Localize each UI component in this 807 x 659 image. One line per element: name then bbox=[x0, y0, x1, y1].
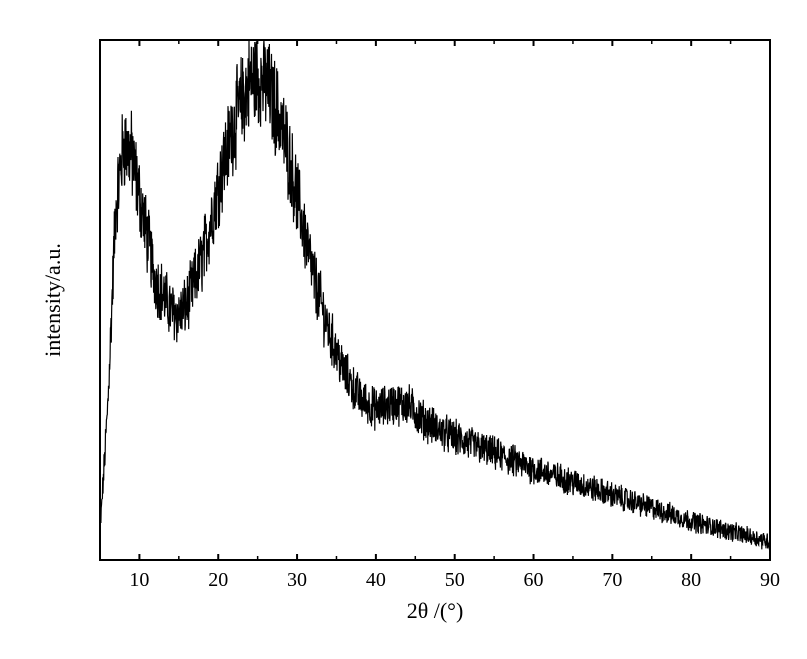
x-tick-label: 50 bbox=[445, 569, 465, 591]
x-tick-label: 60 bbox=[524, 569, 544, 591]
x-tick-label: 20 bbox=[208, 569, 228, 591]
x-tick-label: 40 bbox=[366, 569, 386, 591]
xrd-trace bbox=[100, 40, 770, 549]
x-tick-label: 70 bbox=[602, 569, 622, 591]
x-axis-label: 2θ /(°) bbox=[407, 598, 464, 623]
x-tick-label: 10 bbox=[129, 569, 149, 591]
y-axis-label: intensity/a.u. bbox=[40, 243, 65, 357]
x-tick-label: 80 bbox=[681, 569, 701, 591]
x-tick-label: 90 bbox=[760, 569, 780, 591]
chart-container: 10 20 30 40 50 60 70 80 90 2θ /(°) intensity/a.u. bbox=[0, 0, 807, 659]
x-tick-label: 30 bbox=[287, 569, 307, 591]
xrd-chart: 10 20 30 40 50 60 70 80 90 2θ /(°) intensity/a.u. bbox=[0, 0, 807, 659]
